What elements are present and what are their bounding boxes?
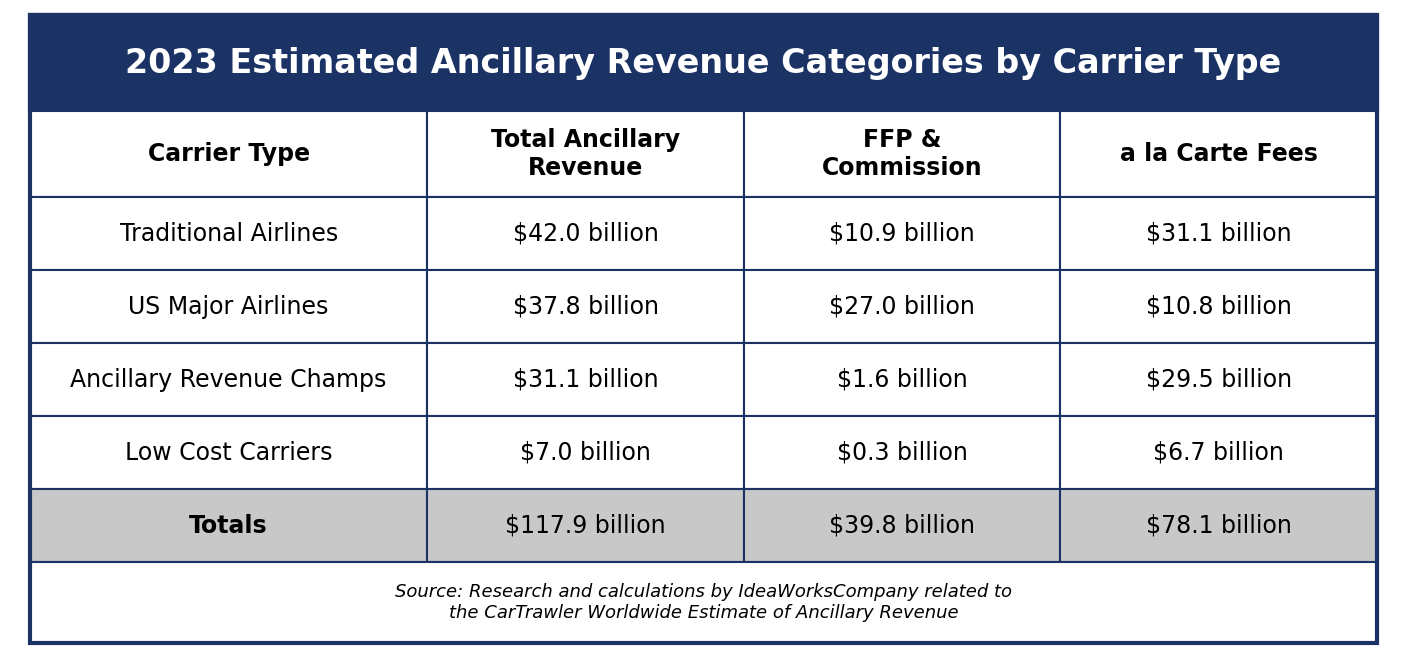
- Bar: [30, 15, 1377, 111]
- Bar: [428, 270, 744, 343]
- Bar: [1061, 489, 1377, 562]
- Text: $7.0 billion: $7.0 billion: [521, 441, 651, 465]
- Bar: [744, 489, 1061, 562]
- Bar: [30, 270, 428, 343]
- Bar: [1061, 270, 1377, 343]
- Text: $29.5 billion: $29.5 billion: [1145, 368, 1292, 392]
- Bar: [30, 489, 428, 562]
- Text: $78.1 billion: $78.1 billion: [1145, 513, 1292, 538]
- Bar: [744, 111, 1061, 197]
- Text: $1.6 billion: $1.6 billion: [837, 368, 968, 392]
- Text: US Major Airlines: US Major Airlines: [128, 295, 329, 318]
- Text: Ancillary Revenue Champs: Ancillary Revenue Champs: [70, 368, 387, 392]
- Bar: [744, 270, 1061, 343]
- Bar: [1061, 416, 1377, 489]
- Bar: [428, 489, 744, 562]
- Text: FFP &
Commission: FFP & Commission: [822, 128, 982, 180]
- Text: $39.8 billion: $39.8 billion: [829, 513, 975, 538]
- Text: $27.0 billion: $27.0 billion: [829, 295, 975, 318]
- Text: Total Ancillary
Revenue: Total Ancillary Revenue: [491, 128, 680, 180]
- Text: Carrier Type: Carrier Type: [148, 142, 310, 166]
- Text: $31.1 billion: $31.1 billion: [1145, 222, 1292, 246]
- Text: $117.9 billion: $117.9 billion: [505, 513, 666, 538]
- Text: $10.9 billion: $10.9 billion: [829, 222, 975, 246]
- Text: Low Cost Carriers: Low Cost Carriers: [125, 441, 332, 465]
- Bar: [30, 343, 428, 416]
- Text: $10.8 billion: $10.8 billion: [1145, 295, 1292, 318]
- Text: $31.1 billion: $31.1 billion: [512, 368, 658, 392]
- Bar: [30, 562, 1377, 643]
- Bar: [428, 343, 744, 416]
- Bar: [428, 416, 744, 489]
- Bar: [30, 416, 428, 489]
- Bar: [744, 416, 1061, 489]
- Bar: [1061, 197, 1377, 270]
- Text: $0.3 billion: $0.3 billion: [837, 441, 968, 465]
- Bar: [30, 197, 428, 270]
- Bar: [428, 197, 744, 270]
- Bar: [1061, 111, 1377, 197]
- Text: a la Carte Fees: a la Carte Fees: [1120, 142, 1318, 166]
- Bar: [1061, 343, 1377, 416]
- Text: Totals: Totals: [190, 513, 267, 538]
- Bar: [744, 197, 1061, 270]
- Text: $37.8 billion: $37.8 billion: [512, 295, 658, 318]
- Bar: [30, 111, 428, 197]
- Bar: [428, 111, 744, 197]
- Text: Source: Research and calculations by IdeaWorksCompany related to
the CarTrawler : Source: Research and calculations by Ide…: [395, 583, 1012, 622]
- Text: 2023 Estimated Ancillary Revenue Categories by Carrier Type: 2023 Estimated Ancillary Revenue Categor…: [125, 47, 1282, 80]
- Bar: [744, 343, 1061, 416]
- Text: $42.0 billion: $42.0 billion: [512, 222, 658, 246]
- Text: $6.7 billion: $6.7 billion: [1154, 441, 1285, 465]
- Text: Traditional Airlines: Traditional Airlines: [120, 222, 338, 246]
